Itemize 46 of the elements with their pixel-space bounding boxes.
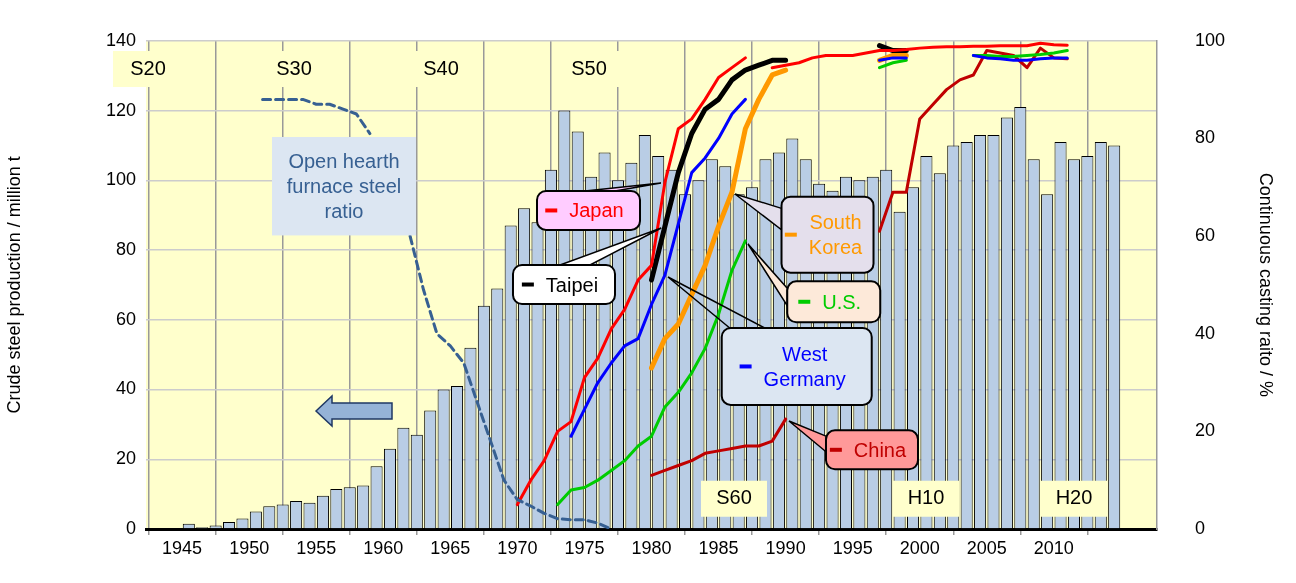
legend-label: South Korea (809, 211, 864, 259)
y-tick-label: 100 (105, 169, 136, 190)
y-tick-label: 20 (115, 448, 136, 469)
speech-bubble: Taipei (511, 225, 664, 306)
annotation: S40 (423, 56, 459, 79)
x-tick-label: 1960 (363, 537, 404, 558)
y2-tick-label: 20 (1195, 420, 1216, 441)
annotation: S30 (276, 56, 312, 79)
y-tick-label: 0 (125, 517, 136, 538)
annotation: H20 (1055, 486, 1093, 509)
x-tick-label: 1975 (564, 537, 605, 558)
y-axis-title: Crude steel production / million t (3, 156, 24, 414)
text-box: Open hearth furnace steel ratio (270, 135, 418, 238)
y-tick-label: 140 (105, 29, 136, 50)
y-tick-label: 120 (105, 99, 136, 120)
annotation: S60 (716, 486, 752, 509)
y-tick-label: 60 (115, 308, 136, 329)
x-tick-label: 1970 (497, 537, 538, 558)
y2-tick-label: 80 (1195, 127, 1216, 148)
x-tick-label: 1995 (832, 537, 873, 558)
y2-tick-label: 60 (1195, 225, 1216, 246)
legend-label: U.S. (822, 290, 861, 313)
x-tick-label: 1945 (162, 537, 203, 558)
x-tick-label: 1990 (765, 537, 806, 558)
x-tick-label: 1950 (229, 537, 270, 558)
x-tick-label: 2010 (1033, 537, 1074, 558)
y2-axis-title: Continuous casting raito / % (1256, 172, 1277, 397)
annotation: H10 (907, 486, 945, 509)
y2-tick-label: 0 (1195, 517, 1206, 538)
y-tick-label: 80 (115, 239, 136, 259)
x-tick-label: 1980 (631, 537, 672, 558)
text: S20 (130, 56, 166, 79)
legend-label: Taipei (545, 273, 599, 296)
legend-label: China (853, 439, 907, 462)
y2-tick-label: 40 (1195, 322, 1216, 343)
legend-label: West Germany (763, 343, 847, 391)
y2-tick-label: 100 (1195, 29, 1226, 50)
x-tick-label: 2005 (966, 537, 1007, 558)
series-label: Open hearth furnace steel ratio (286, 150, 402, 223)
x-tick-label: 2000 (899, 537, 940, 558)
y-tick-label: 40 (115, 378, 136, 399)
x-tick-label: 1955 (296, 537, 337, 558)
annotation: S50 (571, 56, 607, 79)
legend-label: Japan (569, 199, 624, 222)
x-tick-label: 1965 (430, 537, 471, 558)
x-tick-label: 1985 (698, 537, 739, 558)
